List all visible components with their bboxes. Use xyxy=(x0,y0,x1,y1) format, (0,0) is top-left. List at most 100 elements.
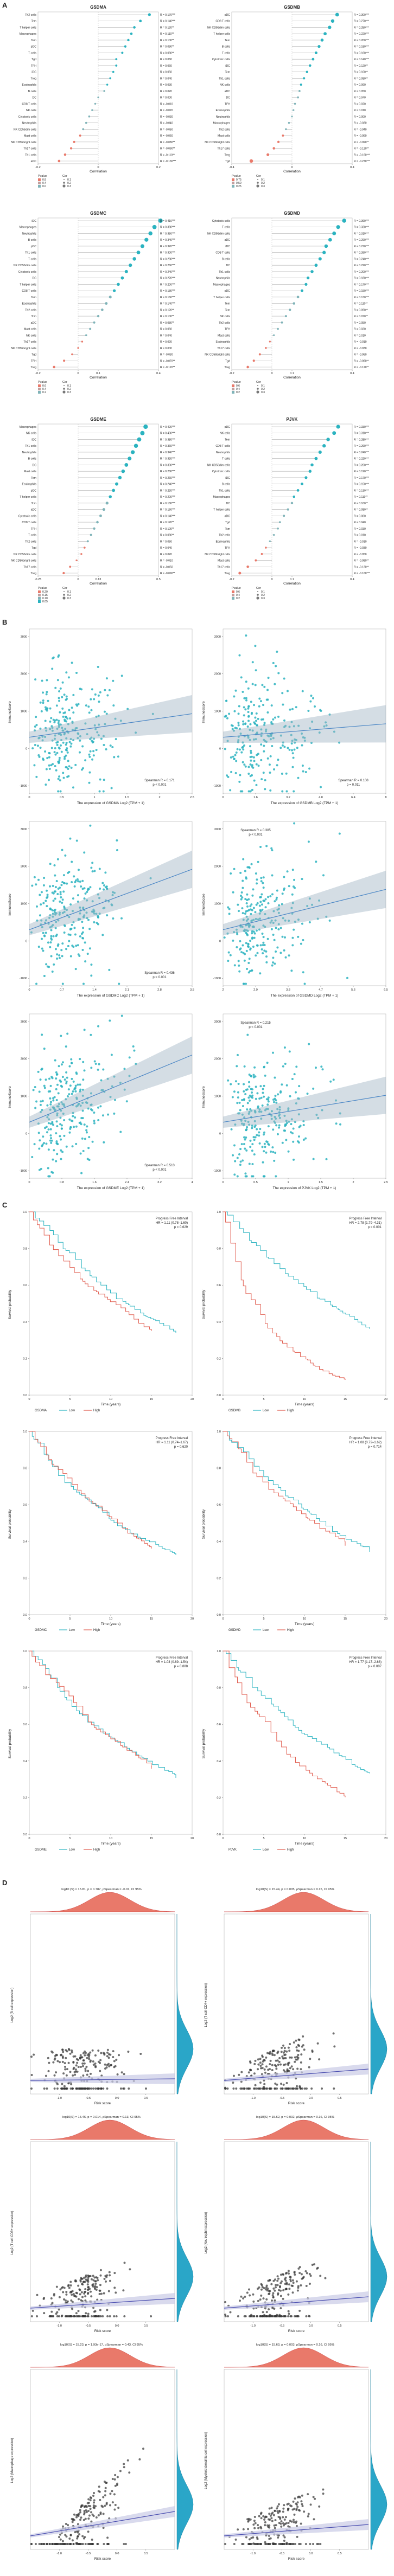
y-tick-label-B6-2: 1000 xyxy=(214,1095,221,1099)
x-tick-label-A1-1: 0 xyxy=(97,166,99,169)
point-D5-198 xyxy=(55,2543,58,2546)
point-D5-178 xyxy=(93,2492,96,2495)
lollipop-point-A2-19 xyxy=(282,134,284,137)
point-D2-56 xyxy=(276,2083,278,2086)
point-B2-142 xyxy=(268,763,271,766)
point-D2-12 xyxy=(226,2087,229,2090)
point-B3-152 xyxy=(42,884,45,886)
point-D3-170 xyxy=(58,2308,60,2311)
point-B4-218 xyxy=(246,929,249,932)
point-B6-218 xyxy=(266,1103,269,1106)
point-B5-252 xyxy=(65,1081,68,1083)
point-B5-144 xyxy=(32,1089,35,1091)
confidence-band-B4 xyxy=(223,870,386,936)
point-B4-26 xyxy=(281,903,283,905)
point-B2-57 xyxy=(308,767,311,770)
category-label-A5-4: Neutrophils xyxy=(22,451,37,454)
point-B1-174 xyxy=(111,746,114,748)
point-D1-8 xyxy=(71,2051,73,2054)
point-B2-39 xyxy=(235,760,238,762)
point-B2-14 xyxy=(253,760,256,762)
point-B3-166 xyxy=(62,890,65,893)
point-B3-89 xyxy=(84,941,86,944)
point-B6-230 xyxy=(293,1158,295,1161)
point-D3-86 xyxy=(72,2315,75,2318)
point-B1-133 xyxy=(40,710,43,712)
r-label-A1-15: R = -0.020 xyxy=(160,109,173,112)
confidence-band-B2 xyxy=(223,705,386,743)
point-B1-200 xyxy=(34,744,36,747)
point-B6-83 xyxy=(295,1065,298,1068)
category-label-A3-5: Th1 cells xyxy=(25,252,36,255)
point-D4-154 xyxy=(293,2271,296,2274)
lollipop-point-A2-16 xyxy=(291,115,293,118)
point-B4-15 xyxy=(255,903,258,906)
point-D5-207 xyxy=(60,2543,62,2546)
point-D6-203 xyxy=(277,2536,279,2539)
point-D5-185 xyxy=(87,2510,90,2513)
marginal-density-right-D4 xyxy=(370,2142,387,2322)
point-B1-83 xyxy=(66,717,69,720)
point-B1-4 xyxy=(106,694,109,697)
point-B3-142 xyxy=(72,897,74,900)
point-D3-208 xyxy=(82,2315,85,2318)
point-D4-95 xyxy=(282,2273,284,2276)
point-D3-171 xyxy=(99,2269,102,2271)
y-tick-label-B5-2: 1000 xyxy=(21,1095,27,1099)
point-B5-190 xyxy=(56,1114,59,1117)
lollipop-point-A5-23 xyxy=(62,571,65,575)
point-D3-85 xyxy=(93,2276,96,2279)
category-label-A1-21: Th17 cells xyxy=(23,147,36,151)
r-label-A4-20: R = -0.030 xyxy=(354,347,367,350)
x-tick-label-D2-0: -1.0 xyxy=(250,2097,255,2100)
point-B4-245 xyxy=(293,878,296,881)
point-B2-243 xyxy=(234,727,237,729)
x-tick-label-A5-2: 0.13 xyxy=(96,578,101,581)
point-B1-175 xyxy=(58,759,61,761)
point-B1-113 xyxy=(55,704,58,707)
lollipop-point-A6-10 xyxy=(296,489,300,492)
point-B6-29 xyxy=(248,1085,251,1088)
point-D5-175 xyxy=(87,2498,90,2501)
point-B1-140 xyxy=(53,721,56,724)
point-D5-122 xyxy=(98,2485,100,2488)
point-B1-170 xyxy=(58,690,61,693)
category-label-A4-10: Macrophages xyxy=(213,283,231,286)
point-B1-235 xyxy=(56,741,59,743)
point-D2-122 xyxy=(297,2050,300,2052)
point-D6-186 xyxy=(312,2496,315,2498)
point-B3-18 xyxy=(61,898,64,901)
point-B3-171 xyxy=(55,880,58,883)
point-B6-196 xyxy=(304,1137,307,1140)
legend-p-value-A4-0: 0.6 xyxy=(236,384,240,388)
lollipop-point-A5-21 xyxy=(75,559,78,562)
point-D2-58 xyxy=(284,2063,287,2066)
lollipop-point-A4-13 xyxy=(293,302,295,305)
point-D4-163 xyxy=(268,2292,271,2295)
point-B1-62 xyxy=(102,790,105,793)
point-B5-217 xyxy=(49,1139,52,1142)
point-B1-252 xyxy=(39,701,42,704)
point-D5-212 xyxy=(99,2511,102,2514)
point-D2-10 xyxy=(263,2068,266,2071)
km-annotation-C3-2: p = 0.620 xyxy=(174,1446,188,1449)
x-tick-label-A3-2: 0.1 xyxy=(96,372,100,375)
marginal-density-top-D5 xyxy=(30,2347,175,2368)
lollipop-point-A4-23 xyxy=(246,365,249,369)
legend-p-value-A2-1: 0.50 xyxy=(236,182,242,185)
category-label-A4-17: TFH xyxy=(225,328,230,331)
legend-cor-value-A2-0: 0.1 xyxy=(261,178,265,182)
point-B5-243 xyxy=(77,1103,80,1106)
point-B6-91 xyxy=(272,1128,275,1131)
point-B5-75 xyxy=(106,1077,109,1080)
y-tick-label-B6-4: 3000 xyxy=(214,1020,221,1024)
point-B3-259 xyxy=(43,934,46,937)
point-B1-171 xyxy=(58,699,61,702)
point-D2-107 xyxy=(256,2087,258,2090)
point-D5-117 xyxy=(64,2534,67,2536)
r-label-A1-2: R = 0.120** xyxy=(160,26,174,29)
y-tick-label-B2-3: 2000 xyxy=(214,673,221,676)
r-label-A2-21: R = -0.120** xyxy=(354,147,368,151)
legend-cor-value-A4-2: 0.3 xyxy=(261,391,265,394)
point-B5-173 xyxy=(49,1101,52,1103)
